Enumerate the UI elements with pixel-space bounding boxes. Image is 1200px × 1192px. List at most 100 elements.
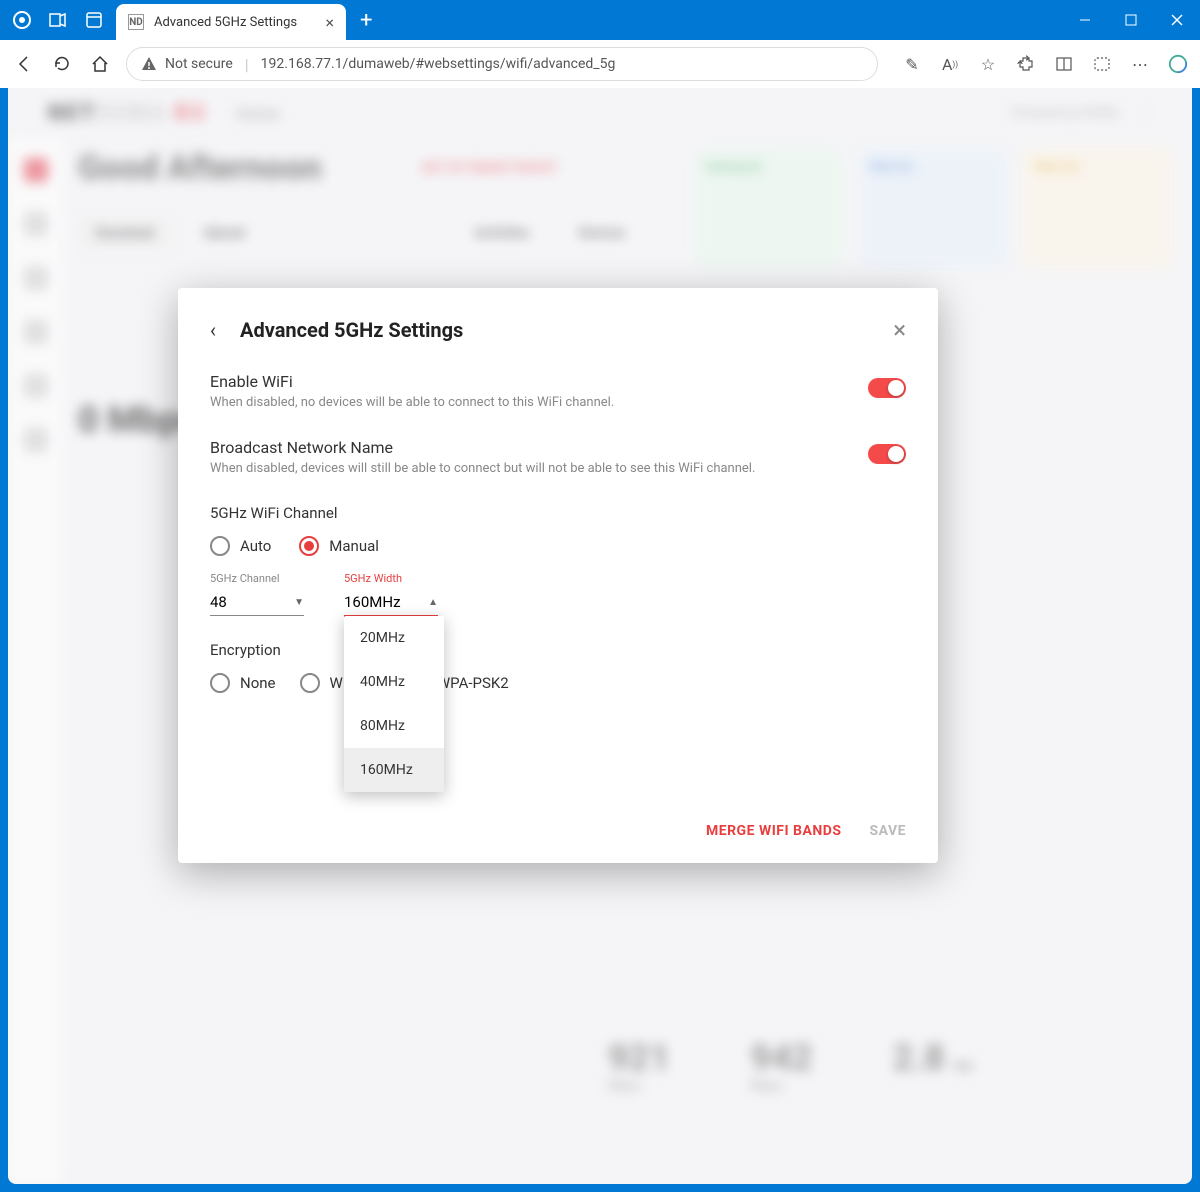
stat-val: 942: [750, 1037, 812, 1079]
enable-wifi-toggle[interactable]: [868, 378, 906, 398]
bg-tab: Upload: [186, 218, 263, 249]
security-text: Not secure: [165, 56, 233, 72]
browser-tab[interactable]: ND Advanced 5GHz Settings ×: [116, 4, 346, 40]
modal-header: ‹ Advanced 5GHz Settings ×: [210, 316, 906, 344]
stat-lbl: Mbps: [750, 1079, 812, 1094]
sidebar-item: [24, 428, 48, 452]
pen-icon[interactable]: ✎: [902, 54, 922, 74]
channel-value: 48: [210, 593, 227, 611]
maximize-button[interactable]: [1108, 0, 1154, 40]
tab-favicon: ND: [128, 14, 144, 30]
enable-wifi-row: Enable WiFi When disabled, no devices wi…: [210, 372, 906, 410]
stat-unit: ms: [954, 1058, 973, 1074]
radio-w[interactable]: W: [300, 673, 343, 693]
sidebar-item: [24, 320, 48, 344]
dropdown-item-40[interactable]: 40MHz: [344, 660, 444, 704]
width-dropdown: 20MHz 40MHz 80MHz 160MHz: [344, 616, 444, 792]
logo-light: DUMA: [96, 101, 167, 126]
radio-circle: [300, 673, 320, 693]
channel-select[interactable]: 48 ▼: [210, 589, 304, 616]
logo-suffix: R3: [175, 101, 206, 126]
new-tab-button[interactable]: +: [360, 8, 372, 33]
radio-circle-checked: [299, 536, 319, 556]
url-bar: Not secure | 192.168.77.1/dumaweb/#webse…: [0, 40, 1200, 88]
sidebar-item-active: [24, 158, 48, 182]
enable-wifi-label: Enable WiFi: [210, 372, 868, 391]
dropdown-item-20[interactable]: 20MHz: [344, 616, 444, 660]
back-button[interactable]: [12, 52, 36, 76]
bg-tab: Devices: [561, 218, 643, 249]
stat-val: 2.8: [893, 1037, 945, 1079]
back-icon[interactable]: ‹: [210, 318, 216, 342]
address-bar[interactable]: Not secure | 192.168.77.1/dumaweb/#webse…: [126, 47, 878, 81]
titlebar-left: [0, 10, 104, 30]
sidebar-item: [24, 374, 48, 398]
copilot-icon[interactable]: [1168, 54, 1188, 74]
channel-mode-radios: Auto Manual: [210, 536, 906, 556]
workspaces-icon[interactable]: [48, 10, 68, 30]
security-warning: Not secure: [141, 56, 233, 72]
broadcast-toggle[interactable]: [868, 444, 906, 464]
minimize-button[interactable]: [1062, 0, 1108, 40]
url-text: 192.168.77.1/dumaweb/#websettings/wifi/a…: [261, 56, 616, 72]
width-value: 160MHz: [344, 593, 401, 611]
radio-w-label: W: [330, 674, 343, 692]
modal-title: Advanced 5GHz Settings: [240, 318, 463, 342]
radio-manual[interactable]: Manual: [299, 536, 379, 556]
channel-select-label: 5GHz Channel: [210, 572, 304, 585]
extensions-icon[interactable]: [1016, 54, 1036, 74]
width-select[interactable]: 160MHz ▲: [344, 589, 438, 617]
close-icon[interactable]: ×: [893, 316, 906, 344]
tab-close-icon[interactable]: ×: [325, 13, 334, 32]
collections-icon[interactable]: [1092, 54, 1112, 74]
sidebar-item: [24, 212, 48, 236]
dropdown-item-160[interactable]: 160MHz: [344, 748, 444, 792]
save-button[interactable]: SAVE: [870, 823, 907, 839]
logo-dark: NET: [48, 101, 96, 126]
toolbar-icons: ✎ A)) ☆ ⋯: [902, 54, 1188, 74]
radio-circle: [210, 536, 230, 556]
greeting: Good Afternoon: [78, 148, 322, 188]
window-controls: [1062, 0, 1200, 40]
radio-wpa-label: WPA-PSK2: [437, 674, 509, 692]
close-button[interactable]: [1154, 0, 1200, 40]
encryption-radios: None W WPA-PSK2: [210, 673, 906, 693]
menu-icon[interactable]: ⋯: [1130, 54, 1150, 74]
channel-select-group: 5GHz Channel 48 ▼: [210, 572, 304, 617]
page-content: NETDUMA R3 Home Powered by DUMA⋮ Good Af…: [8, 88, 1192, 1184]
enable-wifi-desc: When disabled, no devices will be able t…: [210, 395, 868, 410]
radio-circle: [210, 673, 230, 693]
width-select-label: 5GHz Width: [344, 572, 438, 585]
broadcast-desc: When disabled, devices will still be abl…: [210, 461, 868, 476]
setup-link: SET UP SMART BOOST: [422, 161, 558, 176]
radio-auto[interactable]: Auto: [210, 536, 271, 556]
radio-none[interactable]: None: [210, 673, 276, 693]
tab-title: Advanced 5GHz Settings: [154, 15, 315, 30]
app-icon[interactable]: [12, 10, 32, 30]
settings-modal: ‹ Advanced 5GHz Settings × Enable WiFi W…: [178, 288, 938, 863]
merge-button[interactable]: MERGE WIFI BANDS: [706, 823, 842, 839]
split-screen-icon[interactable]: [1054, 54, 1074, 74]
width-select-group: 5GHz Width 160MHz ▲ 20MHz 40MHz 80MHz 16…: [344, 572, 438, 617]
chevron-down-icon: ▼: [294, 597, 304, 608]
card-gaming: Gaming (0): [706, 160, 832, 173]
encryption-label: Encryption: [210, 641, 906, 659]
radio-manual-label: Manual: [329, 537, 379, 555]
favorite-icon[interactable]: ☆: [978, 54, 998, 74]
dropdown-item-80[interactable]: 80MHz: [344, 704, 444, 748]
channel-selects: 5GHz Channel 48 ▼ 5GHz Width 160MHz ▲ 20…: [210, 572, 906, 617]
broadcast-row: Broadcast Network Name When disabled, de…: [210, 438, 906, 476]
broadcast-label: Broadcast Network Name: [210, 438, 868, 457]
read-aloud-icon[interactable]: A)): [940, 54, 960, 74]
stat-lbl: Mbps: [608, 1079, 670, 1094]
tab-actions-icon[interactable]: [84, 10, 104, 30]
sidebar-item: [24, 266, 48, 290]
refresh-button[interactable]: [50, 52, 74, 76]
stat-val: 921: [608, 1037, 670, 1079]
radio-wpa[interactable]: WPA-PSK2: [437, 673, 509, 693]
home-button[interactable]: [88, 52, 112, 76]
card-other: Other (0): [1034, 160, 1160, 173]
window-titlebar: ND Advanced 5GHz Settings × +: [0, 0, 1200, 40]
bg-tab: Activities: [457, 218, 548, 249]
channel-section-label: 5GHz WiFi Channel: [210, 504, 906, 522]
